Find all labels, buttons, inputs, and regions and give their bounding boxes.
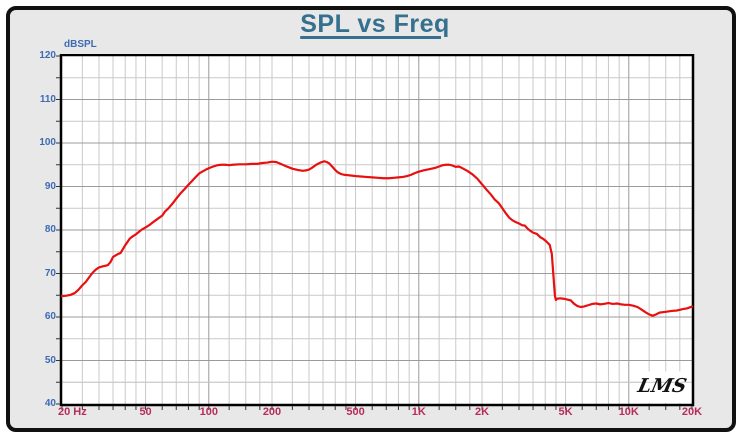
x-tick-label-10k: 10K: [618, 406, 639, 418]
y-axis-unit-label: dBSPL: [64, 39, 97, 50]
spl-curve: [60, 160, 694, 317]
y-tick-label-120: 120: [39, 50, 56, 61]
x-tick-label-20hz: 20 Hz: [58, 406, 87, 418]
x-tick-label-200: 200: [262, 406, 282, 418]
lms-logo: LMS: [635, 375, 689, 397]
watermark-box: [643, 371, 691, 403]
x-tick-label-50: 50: [139, 406, 152, 418]
x-tick-label-100: 100: [199, 406, 218, 418]
x-tick-label-2k: 2K: [474, 406, 490, 418]
y-tick-label-80: 80: [44, 224, 56, 235]
spl-vs-freq-plot: [56, 54, 695, 410]
x-tick-label-5k: 5K: [558, 406, 573, 418]
x-tick-label-20k: 20K: [681, 406, 703, 418]
y-tick-label-90: 90: [44, 180, 56, 192]
y-tick-label-40: 40: [44, 398, 56, 409]
plot-border: [59, 54, 695, 407]
y-tick-label-60: 60: [44, 311, 56, 322]
y-tick-label-100: 100: [39, 137, 56, 148]
y-tick-label-50: 50: [44, 354, 56, 366]
chart-title: SPL vs Freq: [300, 10, 450, 38]
y-tick-label-110: 110: [39, 93, 56, 105]
x-tick-label-1k: 1K: [411, 406, 426, 418]
y-tick-label-70: 70: [44, 267, 56, 279]
x-tick-label-500: 500: [346, 406, 365, 418]
